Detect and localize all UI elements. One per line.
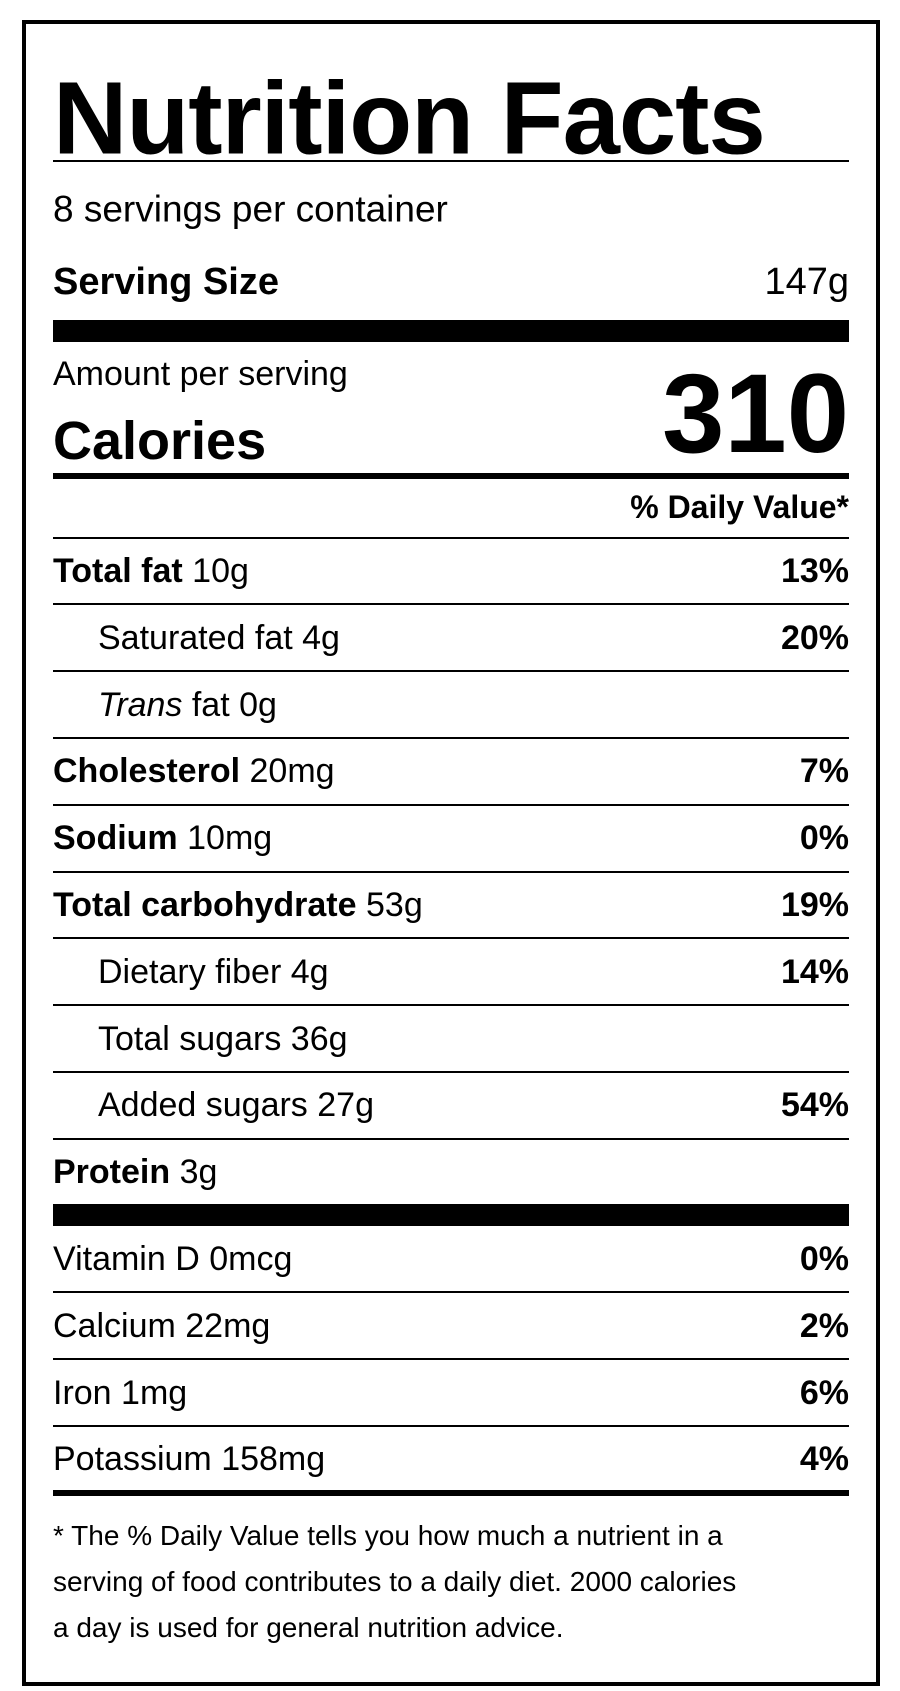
divider (53, 1004, 849, 1007)
nutrient-name: Dietary fiber (98, 952, 282, 991)
nutrient-name: Trans (98, 685, 183, 724)
footnote-line: serving of food contributes to a daily d… (53, 1566, 737, 1598)
divider (53, 1071, 849, 1073)
nutrient-name: Saturated fat (98, 618, 293, 657)
nutrient-row: Total carbohydrate 53g (53, 888, 423, 922)
vitamin-row: Potassium 158mg (53, 1442, 325, 1476)
vitamin-row: Vitamin D 0mcg (53, 1242, 292, 1276)
nutrient-name: Sodium (53, 819, 178, 858)
nutrient-name: Total carbohydrate (53, 886, 357, 924)
thick-divider (53, 1203, 849, 1226)
daily-value: 20% (780, 618, 849, 657)
divider (53, 737, 849, 739)
vitamin-amount: 158mg (221, 1440, 326, 1479)
amount-per-serving: Amount per serving (53, 355, 348, 393)
divider (53, 537, 849, 539)
daily-value: 4% (799, 1440, 849, 1479)
calories-value: 310 (662, 351, 849, 476)
daily-value: 2% (799, 1306, 849, 1345)
nutrient-row: Sodium 10mg (53, 821, 272, 855)
nutrient-row: Total sugars 36g (98, 1022, 348, 1056)
vitamin-row: Iron 1mg (53, 1376, 187, 1410)
serving-size-label: Serving Size (53, 261, 279, 303)
divider (53, 1137, 849, 1140)
divider (53, 1291, 849, 1294)
nutrient-row: Protein 3g (53, 1155, 217, 1189)
divider (53, 160, 849, 162)
nutrient-amount: 3g (179, 1153, 218, 1192)
nutrient-name: Added sugars (98, 1086, 308, 1125)
nutrient-row: Dietary fiber 4g (98, 955, 329, 989)
nutrient-amount: 27g (317, 1086, 374, 1125)
nutrient-name: Cholesterol (53, 752, 241, 791)
nutrient-row: Added sugars 27g (98, 1088, 374, 1122)
nutrient-name: Protein (53, 1153, 171, 1192)
nutrient-amount: 20mg (249, 752, 335, 791)
footnote-line: * The % Daily Value tells you how much a… (53, 1520, 723, 1552)
nutrient-amount: fat 0g (191, 685, 277, 724)
daily-value: 7% (799, 752, 849, 791)
nutrient-amount: 4g (290, 952, 329, 991)
nutrient-amount: 10g (192, 552, 249, 590)
divider (53, 870, 849, 873)
vitamin-name: Calcium (53, 1306, 176, 1345)
divider (53, 603, 849, 606)
nutrient-amount: 53g (366, 886, 423, 924)
nutrient-amount: 36g (290, 1019, 348, 1058)
nutrient-amount: 4g (302, 618, 340, 657)
footnote-line: a day is used for general nutrition advi… (53, 1612, 564, 1644)
divider (53, 803, 849, 806)
nutrient-amount: 10mg (187, 819, 273, 858)
medium-divider (53, 1489, 849, 1496)
divider (53, 1358, 849, 1361)
daily-value: 6% (799, 1373, 849, 1412)
nutrition-label: Nutrition Facts 8 servings per container… (22, 20, 880, 1686)
calories-label: Calories (53, 411, 267, 471)
divider (53, 670, 849, 673)
vitamin-name: Potassium (53, 1440, 212, 1479)
daily-value-header: % Daily Value* (630, 489, 849, 525)
serving-size-value: 147g (764, 261, 849, 303)
nutrient-row: Saturated fat 4g (98, 621, 340, 655)
title: Nutrition Facts (53, 60, 766, 176)
nutrient-row: Trans fat 0g (98, 688, 277, 722)
nutrient-row: Total fat 10g (53, 554, 249, 588)
daily-value: 0% (799, 819, 849, 858)
vitamin-amount: 1mg (121, 1373, 188, 1412)
daily-value: 13% (780, 552, 849, 590)
nutrient-name: Total fat (53, 552, 183, 590)
vitamin-name: Vitamin D (53, 1240, 200, 1278)
vitamin-row: Calcium 22mg (53, 1309, 270, 1343)
thick-divider (53, 320, 849, 342)
nutrient-name: Total sugars (98, 1019, 282, 1058)
daily-value: 0% (799, 1240, 849, 1278)
servings: 8 servings per container (53, 188, 448, 230)
divider (53, 1425, 849, 1427)
vitamin-name: Iron (53, 1373, 112, 1412)
daily-value: 14% (780, 952, 849, 991)
medium-divider (53, 473, 849, 479)
nutrient-row: Cholesterol 20mg (53, 754, 335, 788)
divider (53, 937, 849, 940)
daily-value: 54% (780, 1086, 849, 1125)
vitamin-amount: 0mcg (209, 1240, 293, 1278)
daily-value: 19% (780, 886, 849, 924)
vitamin-amount: 22mg (185, 1306, 271, 1345)
